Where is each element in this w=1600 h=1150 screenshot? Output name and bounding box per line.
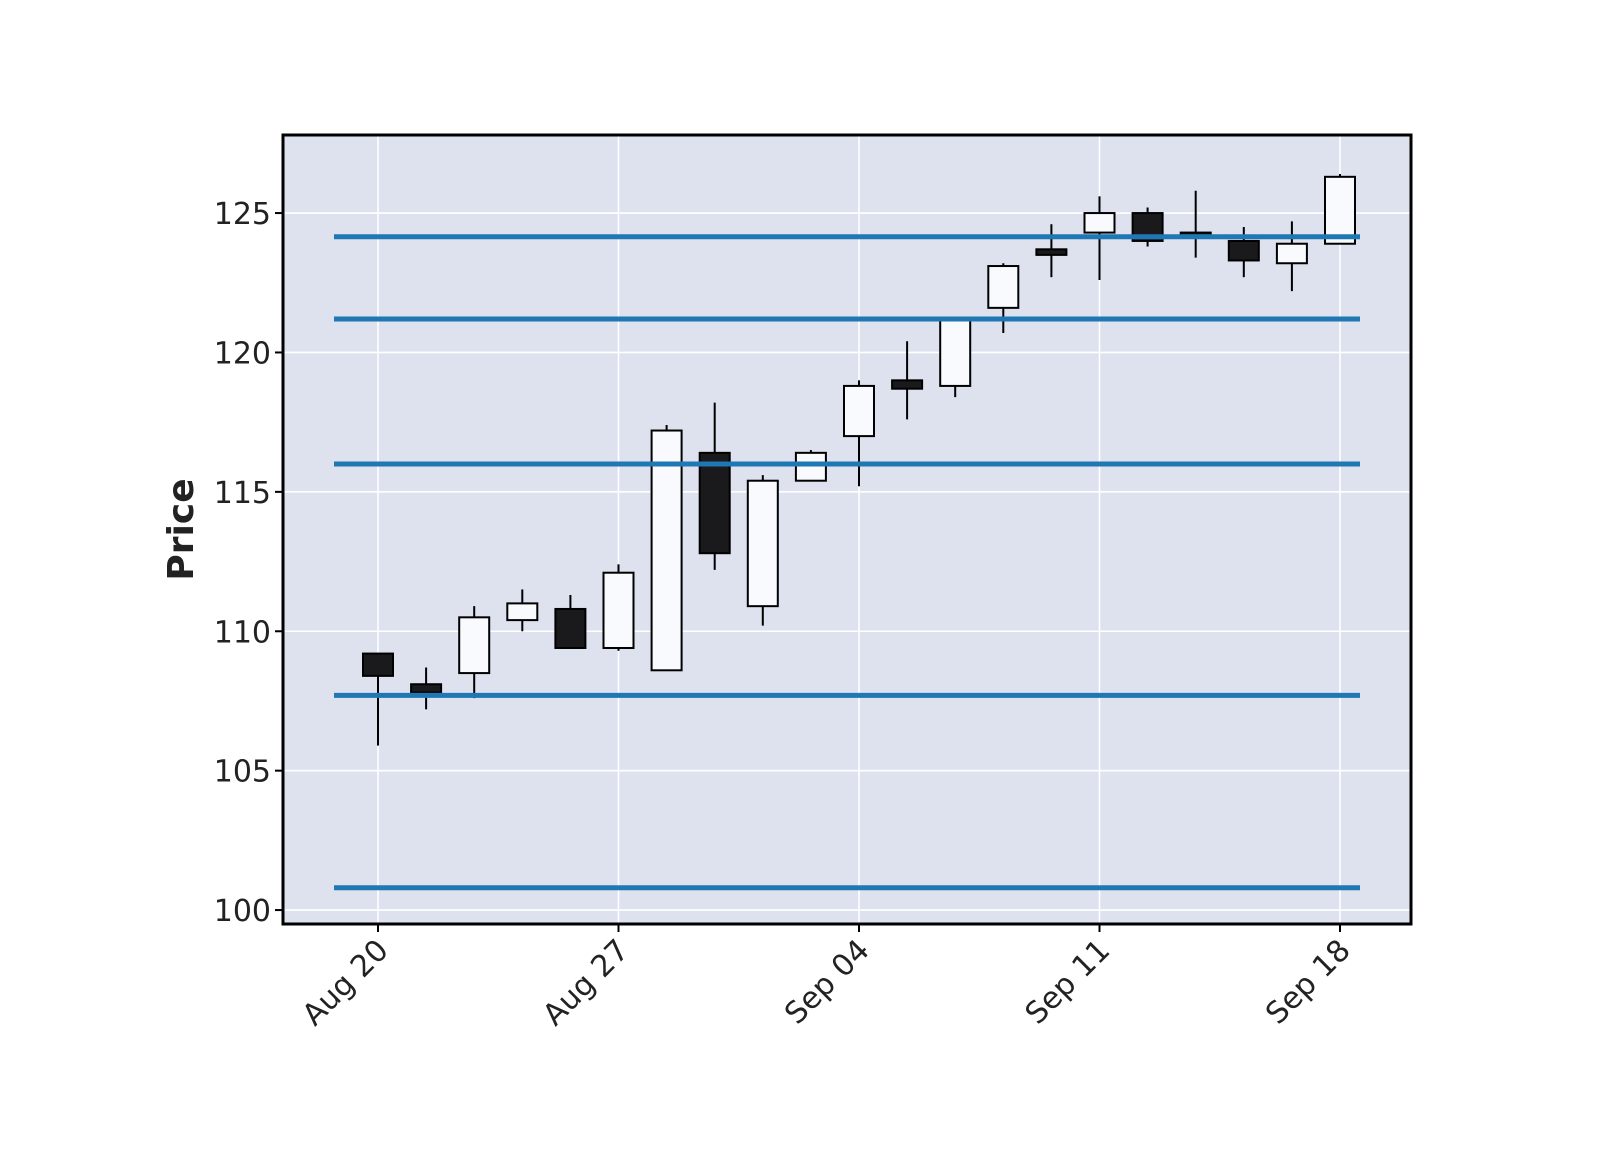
candle-body-down (1035, 248, 1068, 256)
x-tick-label: Aug 27 (536, 933, 636, 1033)
candle-body-up (794, 451, 827, 482)
y-tick-label: 115 (214, 476, 271, 511)
x-tick-label: Aug 20 (296, 933, 396, 1033)
candle-body-up (746, 479, 779, 608)
candles (362, 174, 1356, 746)
candle-body-up (602, 571, 635, 649)
y-tick-label: 120 (214, 336, 271, 371)
candle-body-up (1275, 242, 1308, 265)
x-axis: Aug 20 Aug 27 Sep 04 Sep 11 Sep 18 (296, 924, 1358, 1033)
y-tick-label: 100 (214, 894, 271, 929)
candle-body-down (362, 652, 394, 677)
x-tick-label: Sep 11 (1019, 933, 1117, 1031)
candle-body-up (458, 616, 491, 675)
candle-body-up (650, 429, 683, 672)
candle (458, 606, 491, 699)
candle-body-down (554, 607, 587, 649)
candle-body-up (1083, 212, 1116, 234)
candle (1275, 221, 1308, 292)
y-tick-label: 125 (214, 197, 271, 232)
candle-body-up (506, 602, 539, 622)
candle-body-down (1227, 239, 1260, 262)
candle (843, 380, 875, 487)
plot-frame (281, 133, 1413, 926)
candle (410, 667, 443, 710)
candle-body-down (410, 683, 443, 694)
candle (506, 589, 539, 632)
y-tick-label: 105 (214, 755, 271, 790)
candle (1035, 224, 1068, 278)
candle (746, 475, 779, 626)
candle-body-up (987, 265, 1020, 309)
candle (554, 595, 587, 649)
y-axis-label: Price (161, 478, 202, 580)
plot-area (283, 135, 1411, 924)
horizontal-lines (334, 234, 1360, 891)
candle-body-down (698, 451, 731, 555)
candle-body-up (1324, 175, 1356, 245)
candle (362, 652, 394, 746)
x-tick-label: Sep 04 (778, 933, 876, 1031)
y-axis: 100 105 110 115 120 125 (214, 197, 283, 929)
candle (1324, 174, 1356, 245)
candle (602, 564, 635, 651)
candle (1131, 207, 1164, 247)
candle (891, 341, 924, 420)
candle-body-down (891, 379, 924, 390)
candle (939, 318, 972, 398)
candle-body-up (843, 384, 875, 438)
candle (698, 402, 731, 570)
y-tick-label: 110 (214, 615, 271, 650)
candle (794, 450, 827, 482)
candle (987, 263, 1020, 333)
x-tick-label: Sep 18 (1259, 933, 1357, 1031)
candle-body-up (939, 318, 972, 387)
